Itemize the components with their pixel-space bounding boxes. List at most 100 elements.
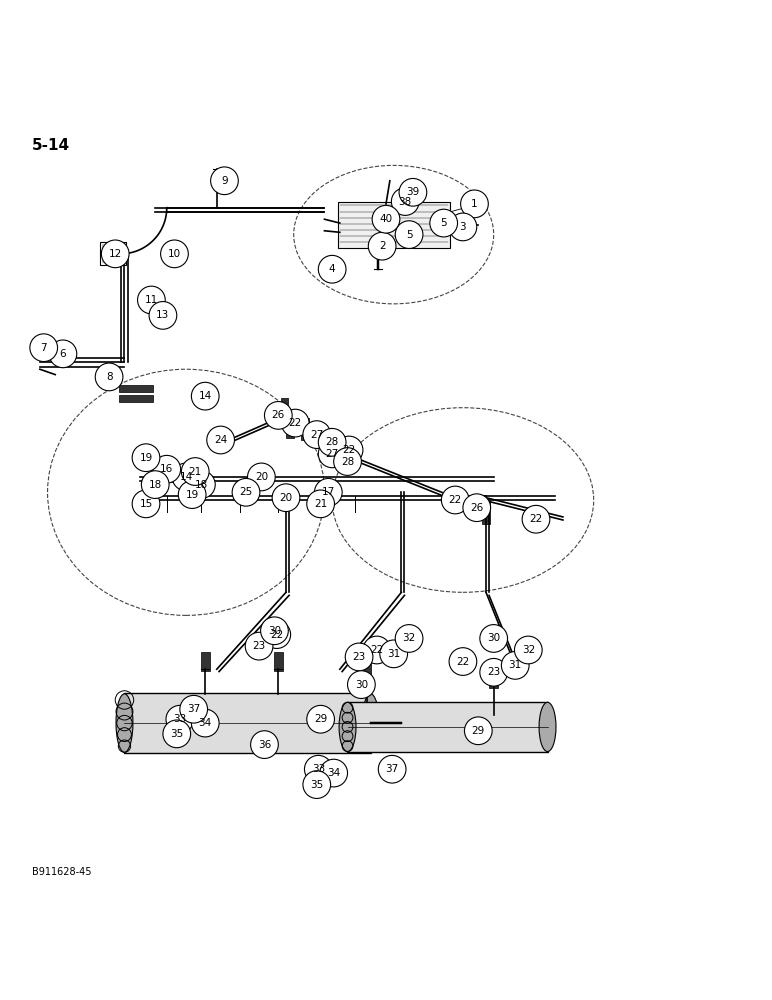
Text: 1: 1 [471,199,478,209]
Circle shape [461,190,489,218]
Text: 35: 35 [170,729,184,739]
Circle shape [363,636,391,664]
Circle shape [163,720,191,748]
Text: 29: 29 [314,714,327,724]
Circle shape [132,444,160,472]
Bar [161,466,192,473]
Circle shape [514,636,542,664]
Circle shape [442,486,469,514]
Circle shape [430,209,458,237]
Circle shape [49,340,76,368]
FancyBboxPatch shape [337,202,450,248]
Text: 34: 34 [327,768,340,778]
Circle shape [245,632,273,660]
Text: 11: 11 [145,295,158,305]
Text: 16: 16 [160,464,174,474]
Circle shape [172,463,200,491]
Circle shape [320,759,347,787]
Circle shape [178,481,206,508]
FancyBboxPatch shape [124,693,371,753]
Text: 37: 37 [187,704,200,714]
Text: 19: 19 [140,453,153,463]
Circle shape [318,428,346,456]
Circle shape [166,705,194,733]
Circle shape [303,421,330,448]
Circle shape [132,490,160,518]
Text: 19: 19 [185,490,198,500]
Text: 5: 5 [406,230,412,240]
Circle shape [306,705,334,733]
Circle shape [522,505,550,533]
Text: 8: 8 [106,372,113,382]
Circle shape [161,240,188,268]
Text: 12: 12 [109,249,122,259]
Circle shape [137,286,165,314]
Text: 21: 21 [314,499,327,509]
Text: 5: 5 [440,218,447,228]
Text: 34: 34 [198,718,212,728]
Circle shape [273,484,300,512]
Ellipse shape [339,702,356,752]
Circle shape [318,255,346,283]
Circle shape [281,409,309,437]
Text: 27: 27 [310,430,323,440]
Text: 32: 32 [402,633,415,643]
Circle shape [395,625,423,652]
Circle shape [207,426,235,454]
Circle shape [232,478,260,506]
Text: 26: 26 [272,410,285,420]
Bar [301,418,309,440]
Circle shape [318,440,346,468]
Text: 23: 23 [487,667,500,677]
Text: 6: 6 [59,349,66,359]
Text: 21: 21 [188,467,201,477]
Text: 22: 22 [370,645,384,655]
Text: 22: 22 [343,445,356,455]
Text: 20: 20 [255,472,268,482]
Text: 36: 36 [258,740,271,750]
Circle shape [95,363,123,391]
Text: 10: 10 [168,249,181,259]
Text: 30: 30 [355,680,368,690]
Text: 17: 17 [322,487,335,497]
Text: 32: 32 [522,645,535,655]
Ellipse shape [116,694,133,752]
Circle shape [314,478,342,506]
Text: 7: 7 [40,343,47,353]
Bar [119,385,154,392]
FancyBboxPatch shape [347,702,548,752]
Text: 31: 31 [509,660,522,670]
Circle shape [304,755,332,783]
Text: 30: 30 [268,626,281,636]
Text: 3: 3 [459,222,466,232]
Circle shape [335,436,363,464]
Text: 26: 26 [470,503,483,513]
Text: 23: 23 [252,641,266,651]
Bar [161,475,192,482]
Text: 35: 35 [310,780,323,790]
Circle shape [303,771,330,798]
Text: 29: 29 [472,726,485,736]
Circle shape [463,494,491,522]
Text: 28: 28 [326,437,339,447]
Circle shape [188,471,215,498]
Circle shape [449,648,477,675]
Bar [274,652,283,671]
Ellipse shape [539,702,556,752]
Text: 23: 23 [353,652,366,662]
FancyBboxPatch shape [100,242,126,265]
Text: 37: 37 [385,764,399,774]
Circle shape [380,640,408,668]
Text: B911628-45: B911628-45 [32,867,92,877]
Text: 27: 27 [326,449,339,459]
Text: 30: 30 [487,633,500,643]
Text: 22: 22 [530,514,543,524]
Circle shape [263,621,290,648]
Text: 5-14: 5-14 [32,138,70,153]
Bar [119,395,154,402]
Bar [201,652,210,671]
Circle shape [372,205,400,233]
Circle shape [149,302,177,329]
Circle shape [211,167,239,195]
Circle shape [261,617,288,645]
